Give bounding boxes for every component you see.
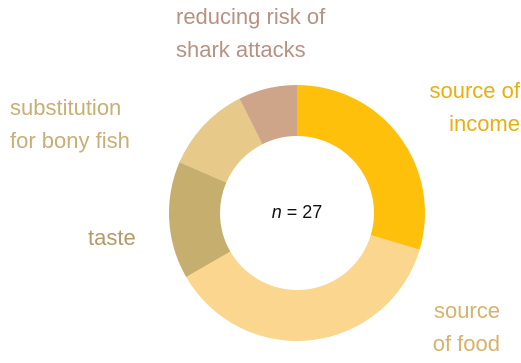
label-line: reducing risk of bbox=[176, 4, 326, 29]
label-source-of-income: source of income bbox=[430, 78, 521, 136]
sample-size-symbol: n bbox=[272, 202, 282, 222]
label-line: shark attacks bbox=[176, 37, 306, 62]
label-line: source of bbox=[430, 78, 521, 103]
slice-labels: source of income source of food taste substit… bbox=[10, 4, 521, 356]
label-line: source bbox=[434, 298, 500, 323]
label-taste: taste bbox=[88, 225, 136, 250]
sample-size-value: = 27 bbox=[282, 202, 323, 222]
donut-slices bbox=[169, 85, 425, 341]
label-line: for bony fish bbox=[10, 128, 130, 153]
label-line: of food bbox=[433, 331, 500, 356]
slice-reducing-risk-of-shark-attacks bbox=[239, 85, 297, 145]
label-line: substitution bbox=[10, 95, 121, 120]
label-substitution-for-bony-fish: substitution for bony fish bbox=[10, 95, 130, 153]
slice-substitution-for-bony-fish bbox=[179, 98, 263, 183]
slice-source-of-food bbox=[186, 235, 420, 341]
label-reducing-risk-of-shark-attacks: reducing risk of shark attacks bbox=[176, 4, 326, 62]
slice-taste bbox=[169, 162, 231, 277]
label-line: income bbox=[449, 111, 520, 136]
label-source-of-food: source of food bbox=[433, 298, 500, 356]
sample-size-label: n = 27 bbox=[272, 202, 323, 222]
slice-source-of-income bbox=[297, 85, 425, 250]
label-line: taste bbox=[88, 225, 136, 250]
